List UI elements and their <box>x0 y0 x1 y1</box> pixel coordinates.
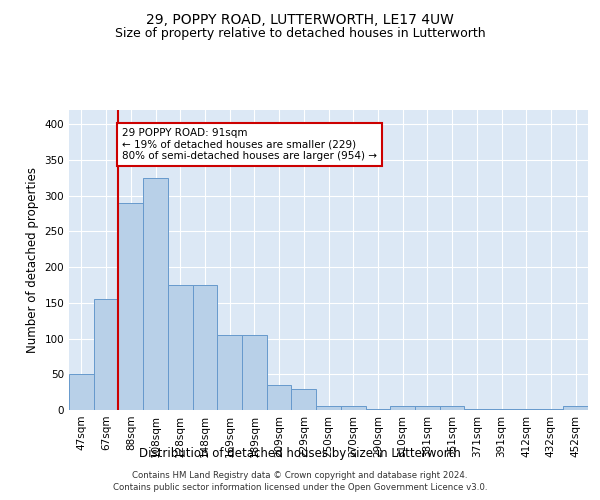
Bar <box>316 406 341 410</box>
Bar <box>267 385 292 410</box>
Text: Contains HM Land Registry data © Crown copyright and database right 2024.: Contains HM Land Registry data © Crown c… <box>132 471 468 480</box>
Y-axis label: Number of detached properties: Number of detached properties <box>26 167 39 353</box>
Bar <box>415 406 440 410</box>
Bar <box>563 406 588 410</box>
Bar <box>292 388 316 410</box>
Text: Distribution of detached houses by size in Lutterworth: Distribution of detached houses by size … <box>139 448 461 460</box>
Bar <box>94 300 118 410</box>
Bar <box>193 285 217 410</box>
Text: Contains public sector information licensed under the Open Government Licence v3: Contains public sector information licen… <box>113 484 487 492</box>
Bar <box>440 406 464 410</box>
Bar <box>69 374 94 410</box>
Bar <box>341 406 365 410</box>
Text: 29 POPPY ROAD: 91sqm
← 19% of detached houses are smaller (229)
80% of semi-deta: 29 POPPY ROAD: 91sqm ← 19% of detached h… <box>122 128 377 161</box>
Bar <box>464 408 489 410</box>
Bar <box>242 335 267 410</box>
Bar <box>168 285 193 410</box>
Bar <box>365 408 390 410</box>
Bar <box>514 408 539 410</box>
Bar <box>217 335 242 410</box>
Bar <box>489 408 514 410</box>
Text: 29, POPPY ROAD, LUTTERWORTH, LE17 4UW: 29, POPPY ROAD, LUTTERWORTH, LE17 4UW <box>146 12 454 26</box>
Text: Size of property relative to detached houses in Lutterworth: Size of property relative to detached ho… <box>115 28 485 40</box>
Bar <box>539 408 563 410</box>
Bar <box>390 406 415 410</box>
Bar <box>118 203 143 410</box>
Bar <box>143 178 168 410</box>
